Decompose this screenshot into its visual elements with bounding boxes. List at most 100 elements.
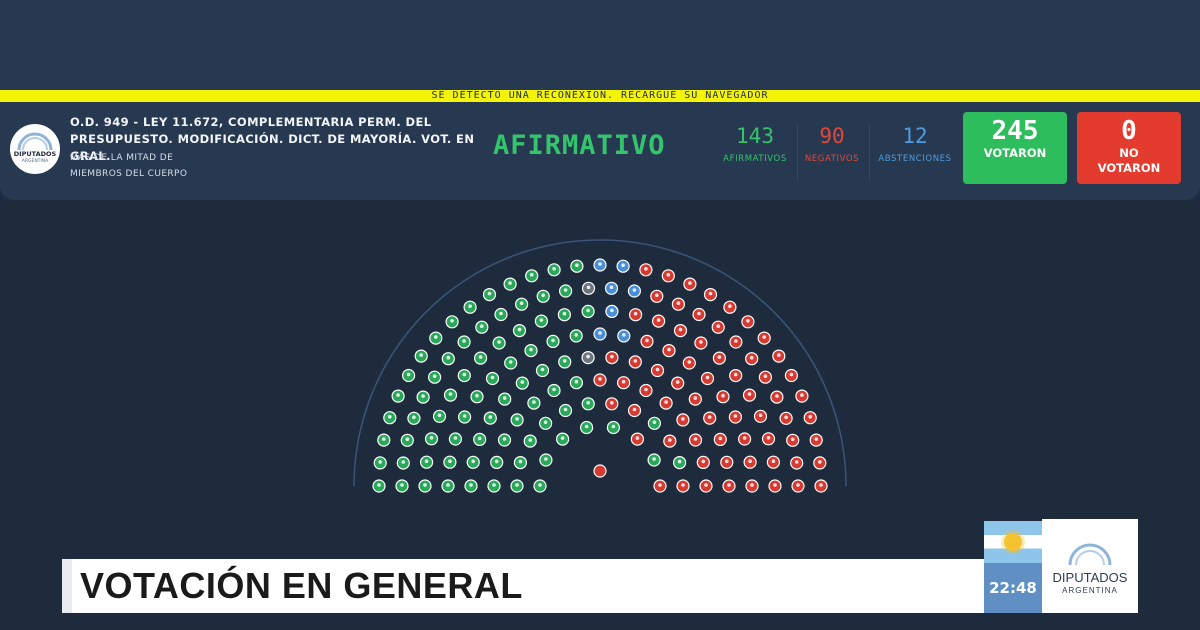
seat-figure-icon — [718, 436, 723, 441]
seat-figure-icon — [762, 335, 766, 339]
seat-figure-icon — [434, 335, 438, 339]
brand-arc-icon — [1068, 543, 1112, 566]
seat-figure-icon — [462, 414, 467, 418]
divider — [869, 124, 870, 182]
seat-figure-icon — [635, 436, 640, 440]
seat-figure-icon — [610, 308, 614, 313]
seat-figure-icon — [563, 288, 568, 292]
seat-figure-icon — [819, 483, 823, 487]
seat-figure-icon — [529, 273, 534, 277]
seat-figure-icon — [707, 415, 712, 419]
seat-figure-icon — [652, 420, 657, 425]
seat-figure-icon — [528, 438, 532, 442]
logo-arc-icon — [17, 132, 53, 151]
seat-figure-icon — [808, 414, 812, 419]
seat-figure-icon — [667, 347, 671, 352]
seat-figure-icon — [701, 459, 706, 464]
seat-figure-icon — [469, 483, 473, 487]
seat-figure-icon — [633, 311, 638, 316]
president-seat — [593, 464, 607, 478]
seat-figure-icon — [610, 354, 614, 359]
seat-figure-icon — [432, 374, 437, 378]
seat-figure-icon — [721, 393, 725, 398]
seat-figure-icon — [446, 483, 450, 487]
seat-figure-icon — [758, 413, 763, 418]
seat-figure-icon — [532, 400, 536, 404]
seat-figure-icon — [693, 437, 698, 441]
seat-figure-icon — [790, 437, 795, 442]
seat-figure-icon — [734, 339, 738, 343]
seat-figure-icon — [520, 380, 525, 384]
seat-figure-icon — [666, 273, 671, 277]
diputados-logo: DIPUTADOS ARGENTINA — [10, 124, 60, 174]
seat-figure-icon — [705, 375, 710, 380]
seat-figure-icon — [632, 288, 637, 292]
seat-figure-icon — [429, 436, 434, 440]
seat-figure-icon — [748, 459, 752, 463]
seat-figure-icon — [586, 401, 590, 405]
seat-figure-icon — [468, 304, 472, 308]
seat-figure-icon — [621, 379, 626, 384]
seat-figure-icon — [668, 438, 672, 442]
seat-figure-icon — [676, 301, 681, 305]
seat-figure-icon — [633, 359, 638, 363]
seat-figure-icon — [437, 413, 442, 418]
seat-figure-icon — [419, 353, 423, 357]
seat-figure-icon — [609, 285, 614, 290]
seat-figure-icon — [632, 407, 637, 412]
seat-figure-icon — [382, 437, 386, 441]
seat-figure-icon — [763, 374, 768, 378]
brand-logo: DIPUTADOS ARGENTINA — [1042, 519, 1138, 613]
seat-figure-icon — [560, 436, 565, 440]
seat-figure-icon — [717, 355, 722, 359]
seat-figure-icon — [699, 340, 703, 344]
seat-figure-icon — [733, 414, 738, 418]
abstenciones-stat: 12 ABSTENCIONES — [878, 124, 952, 164]
seat-figure-icon — [494, 459, 499, 464]
reconnection-warning: SE DETECTO UNA RECONEXION. RECARGUE SU N… — [0, 90, 1200, 102]
seat-figure-icon — [502, 396, 507, 400]
seat-figure-icon — [502, 437, 507, 441]
seat-figure-icon — [563, 407, 568, 412]
seat-figure-icon — [775, 394, 779, 398]
seat-figure-icon — [477, 436, 482, 441]
seat-figure-icon — [652, 457, 656, 461]
seat-figure-icon — [677, 459, 682, 464]
seat-figure-icon — [497, 340, 501, 344]
seat-figure-icon — [584, 424, 589, 429]
seat-figure-icon — [656, 318, 661, 322]
seat-figure-icon — [687, 360, 692, 364]
seat-figure-icon — [645, 338, 649, 343]
argentina-flag-icon — [984, 521, 1042, 563]
seat-figure-icon — [814, 437, 818, 441]
seat-figure-icon — [621, 263, 625, 267]
seat-figure-icon — [681, 417, 685, 421]
seat-figure-icon — [480, 324, 484, 328]
seat-figure-icon — [518, 459, 523, 464]
seat-figure-icon — [697, 311, 701, 316]
seat-figure-icon — [541, 293, 545, 298]
lower-third: VOTACIÓN EN GENERAL — [62, 559, 984, 613]
seat-figure-icon — [400, 483, 404, 487]
seat-figure-icon — [377, 483, 381, 487]
seat-figure-icon — [586, 354, 590, 359]
seat-figure-icon — [575, 263, 579, 267]
seat-figure-icon — [664, 400, 668, 404]
clock-widget: 22:48 — [984, 521, 1042, 613]
seat-figure-icon — [773, 483, 777, 487]
seat-figure-icon — [728, 304, 732, 308]
seat-figure-icon — [796, 483, 800, 487]
seat-figure-icon — [487, 291, 492, 296]
seat-figure-icon — [777, 353, 781, 357]
sun-icon — [1004, 533, 1022, 551]
seat-figure-icon — [543, 420, 548, 425]
hemicycle — [353, 239, 847, 493]
seat-figure-icon — [784, 415, 788, 420]
seat-figure-icon — [655, 367, 660, 372]
seat-figure-icon — [610, 401, 614, 405]
seat-figure-icon — [746, 319, 750, 323]
seat-figure-icon — [396, 393, 400, 397]
vote-result: AFIRMATIVO — [493, 130, 666, 161]
seat-figure-icon — [598, 262, 602, 266]
seat-figure-icon — [401, 460, 406, 464]
